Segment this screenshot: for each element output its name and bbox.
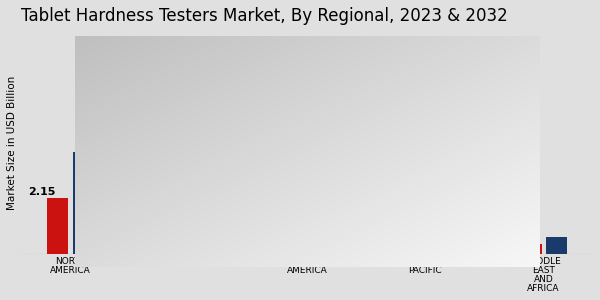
Bar: [402, 211, 423, 254]
Legend: 2023, 2032: 2023, 2032: [362, 42, 473, 60]
Bar: [284, 242, 305, 254]
Text: 2.15: 2.15: [28, 187, 56, 197]
Bar: [309, 236, 331, 254]
Bar: [427, 181, 449, 254]
Bar: [166, 220, 187, 254]
Y-axis label: Market Size in USD Billion: Market Size in USD Billion: [7, 76, 17, 210]
Bar: [73, 152, 94, 254]
Bar: [546, 237, 567, 254]
Bar: [47, 198, 68, 254]
Text: Tablet Hardness Testers Market, By Regional, 2023 & 2032: Tablet Hardness Testers Market, By Regio…: [21, 7, 508, 25]
Bar: [520, 244, 542, 254]
Bar: [191, 201, 212, 254]
